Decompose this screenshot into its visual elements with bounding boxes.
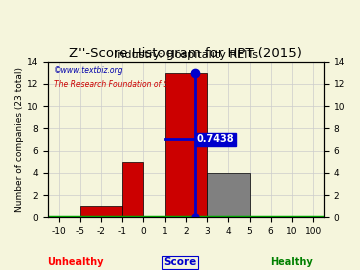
Title: Z''-Score Histogram for HPT (2015): Z''-Score Histogram for HPT (2015) [69,48,302,60]
Text: Score: Score [163,257,197,267]
Text: 0.7438: 0.7438 [197,134,234,144]
Bar [122,162,144,217]
Bar [80,206,122,217]
Y-axis label: Number of companies (23 total): Number of companies (23 total) [15,67,24,212]
Text: Industry: Hospitality REITs: Industry: Hospitality REITs [114,50,258,60]
Text: ©www.textbiz.org: ©www.textbiz.org [54,66,123,75]
Text: Healthy: Healthy [270,257,313,267]
Text: Unhealthy: Unhealthy [47,257,103,267]
Text: The Research Foundation of SUNY: The Research Foundation of SUNY [54,80,184,89]
Bar [165,73,207,217]
Bar [207,173,249,217]
